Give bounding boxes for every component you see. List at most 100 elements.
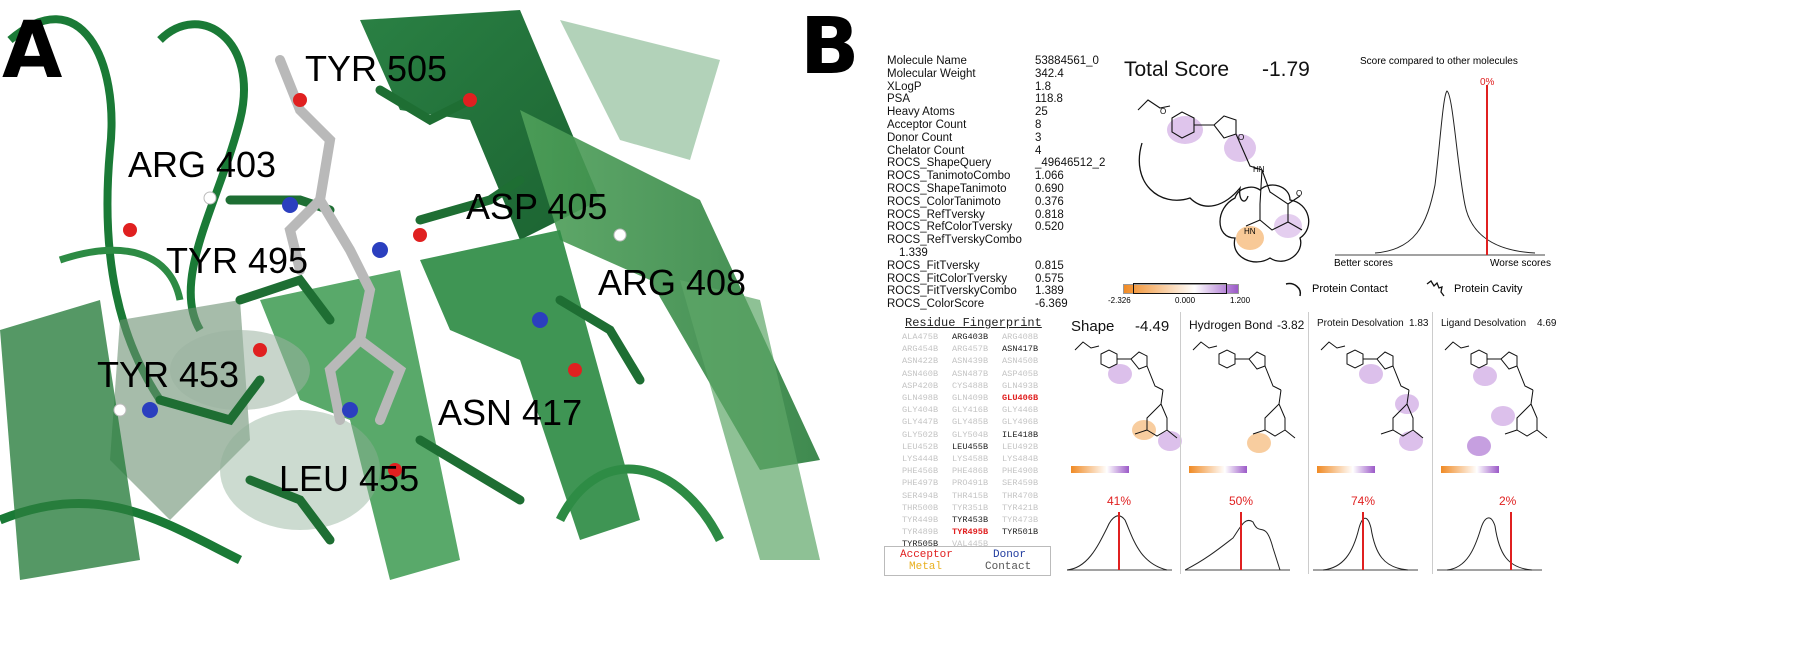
fingerprint-cell: SER459B xyxy=(1002,478,1039,489)
legend-contact: Contact xyxy=(985,561,1032,573)
fingerprint-cell: ASN422B xyxy=(902,356,939,367)
fingerprint-cell: TYR473B xyxy=(1002,515,1039,525)
property-row: ROCS_ShapeTanimoto 0.690 xyxy=(887,183,1064,195)
subscore-value: -3.82 xyxy=(1277,318,1305,332)
property-value: 0.520 xyxy=(1035,221,1064,234)
property-key: XLogP xyxy=(887,80,922,93)
fingerprint-cell: PHE456B xyxy=(902,466,939,477)
subscore-molecule xyxy=(1192,341,1296,453)
fingerprint-cell: GLY504B xyxy=(952,429,989,440)
fingerprint-cell: PHE490B xyxy=(1002,466,1039,477)
fingerprint-cell: THR470B xyxy=(1002,490,1039,501)
fingerprint-cell: TYR495B xyxy=(952,527,989,538)
property-value: 1.066 xyxy=(1035,170,1064,183)
fingerprint-cell: ASN487B xyxy=(952,368,989,379)
subscore-panel: Ligand Desolvation 4.69 2% xyxy=(1432,312,1556,574)
property-key: ROCS_ColorScore xyxy=(887,298,985,311)
property-value: 4 xyxy=(1035,144,1042,157)
fingerprint-cell: LYS444B xyxy=(902,454,939,464)
property-row: Molecular Weight 342.4 xyxy=(887,68,1064,80)
property-row: ROCS_ShapeQuery _49646512_2 xyxy=(887,157,1105,170)
fingerprint-cell: ARG457B xyxy=(952,344,989,355)
fingerprint-cell: ARG408B xyxy=(1002,332,1039,342)
property-table: Molecule Name 53884561_0 Molecular Weight 3… xyxy=(887,55,1105,325)
svg-text:HN: HN xyxy=(1253,165,1265,174)
svg-text:O: O xyxy=(1296,189,1302,198)
total-score-label: Total Score xyxy=(1124,58,1230,81)
dist-title: Score compared to other molecules xyxy=(1360,56,1518,67)
subscore-distribution xyxy=(1185,512,1290,571)
property-key: Chelator Count xyxy=(887,144,965,157)
subscore-distribution xyxy=(1313,512,1418,571)
fingerprint-cell: LEU455B xyxy=(952,441,989,452)
svg-text:O: O xyxy=(1238,133,1244,142)
fingerprint-cell: ARG454B xyxy=(902,344,939,355)
color-scale-window xyxy=(1133,283,1227,294)
subscore-name: Hydrogen Bond xyxy=(1189,318,1273,332)
property-key: Molecule Name xyxy=(887,55,967,67)
panel-b-letter: B xyxy=(800,2,860,92)
fingerprint-cell: TYR501B xyxy=(1002,527,1039,538)
fingerprint-cell: ASN450B xyxy=(1002,356,1039,367)
property-key: ROCS_ShapeQuery xyxy=(887,157,992,170)
property-value: 0.575 xyxy=(1035,272,1064,285)
property-key: ROCS_FitTverskyCombo xyxy=(887,285,1017,298)
fingerprint-cell: PRO491B xyxy=(952,478,989,489)
subscore-distribution xyxy=(1067,512,1172,571)
fingerprint-cell: GLU406B xyxy=(1002,393,1039,403)
protein-cavity-label: Protein Cavity xyxy=(1454,283,1523,295)
fingerprint-cell: GLY404B xyxy=(902,405,939,416)
subscore-molecule xyxy=(1074,341,1182,451)
property-key: ROCS_RefTverskyCombo xyxy=(887,234,1022,247)
residue-label: TYR 495 xyxy=(166,240,309,281)
property-key: Heavy Atoms xyxy=(887,106,955,119)
fingerprint-cell: ARG403B xyxy=(952,332,989,342)
property-value: 53884561_0 xyxy=(1035,55,1099,67)
subscore-molecule xyxy=(1320,341,1424,451)
panel-a-letter: A xyxy=(2,6,63,96)
property-key: ROCS_RefTversky xyxy=(887,208,985,221)
fingerprint-cell: TYR421B xyxy=(1002,502,1039,513)
fingerprint-cell: PHE497B xyxy=(902,478,939,489)
fingerprint-cell: ILE418B xyxy=(1002,429,1039,440)
residue-label: ARG 408 xyxy=(598,262,747,303)
fingerprint-cell: VAL445B xyxy=(952,539,989,550)
fingerprint-cell: TYR489B xyxy=(902,527,939,538)
worse-scores-label: Worse scores xyxy=(1490,258,1551,269)
property-row: ROCS_FitTversky 0.815 xyxy=(887,260,1064,272)
property-value: 1.389 xyxy=(1035,285,1064,298)
property-key: 1.339 xyxy=(899,247,928,259)
fingerprint-cell: PHE486B xyxy=(952,466,989,477)
fingerprint-cell: TYR453B xyxy=(952,515,989,525)
scale-mid: 0.000 xyxy=(1175,296,1196,305)
subscore-value: 1.83 xyxy=(1409,318,1429,329)
property-key: ROCS_RefColorTversky xyxy=(887,221,1013,234)
property-value: 0.376 xyxy=(1035,195,1064,208)
subscore-percentile: 2% xyxy=(1499,494,1517,508)
fingerprint-cell: ASN439B xyxy=(952,356,989,367)
property-value: 342.4 xyxy=(1035,67,1064,80)
scale-min: -2.326 xyxy=(1108,296,1131,305)
fingerprint-cell: TYR505B xyxy=(902,539,939,550)
subscore-panel: Shape -4.49 41% xyxy=(1063,312,1182,574)
property-row: Acceptor Count 8 xyxy=(887,119,1041,131)
property-row: 1.339 xyxy=(887,247,928,259)
property-row: Molecule Name 53884561_0 xyxy=(887,55,1099,67)
fingerprint-cell: GLN409B xyxy=(952,393,989,403)
subscore-panel: Protein Desolvation 1.83 74% xyxy=(1308,312,1431,574)
property-value: 118.8 xyxy=(1035,93,1063,106)
property-row: Heavy Atoms 25 xyxy=(887,106,1048,119)
property-value: _49646512_2 xyxy=(1035,157,1106,170)
legend-donor: Donor xyxy=(993,549,1027,561)
property-value: 0.818 xyxy=(1035,208,1064,221)
fingerprint-cell: GLY416B xyxy=(952,405,989,416)
property-row: ROCS_ColorScore -6.369 xyxy=(887,298,1068,311)
protein-contact-icon xyxy=(1285,282,1302,297)
fingerprint-cell: THR415B xyxy=(952,490,989,501)
fingerprint-cell: GLY502B xyxy=(902,429,939,440)
subscore-percentile: 50% xyxy=(1229,494,1254,508)
property-key: Donor Count xyxy=(887,131,953,144)
fingerprint-cell: ASP405B xyxy=(1002,368,1039,379)
fingerprint-cell: LYS458B xyxy=(952,454,989,464)
property-value: 0.690 xyxy=(1035,183,1064,195)
